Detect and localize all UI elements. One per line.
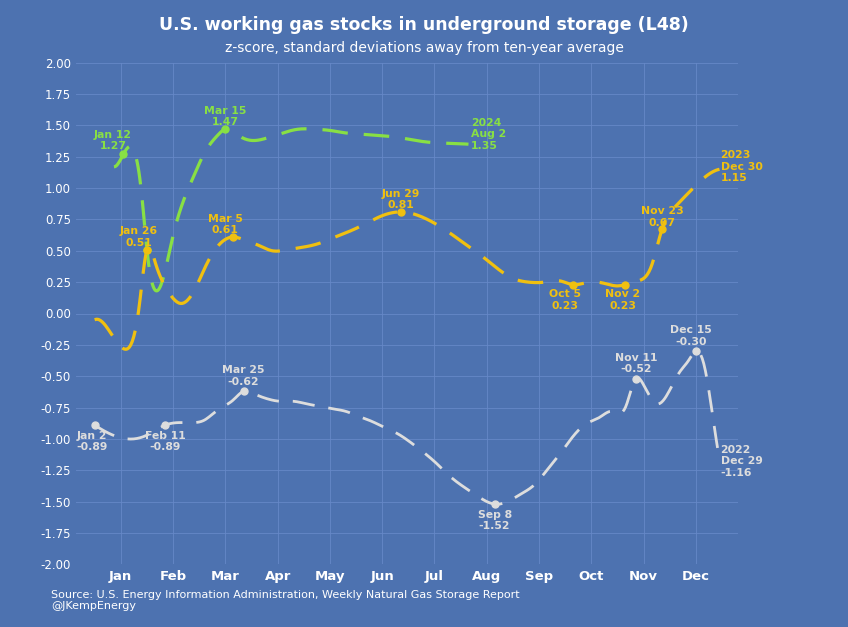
Text: Jun 29
0.81: Jun 29 0.81	[382, 189, 420, 210]
Text: 2023
Dec 30
1.15: 2023 Dec 30 1.15	[721, 150, 762, 183]
Text: Mar 25
-0.62: Mar 25 -0.62	[222, 366, 265, 387]
Text: Mar 15
1.47: Mar 15 1.47	[204, 106, 247, 127]
Text: Nov 2
0.23: Nov 2 0.23	[605, 289, 640, 310]
Text: 2024
Aug 2
1.35: 2024 Aug 2 1.35	[471, 118, 506, 150]
Text: Dec 15
-0.30: Dec 15 -0.30	[670, 325, 711, 347]
Text: Jan 26
0.51: Jan 26 0.51	[120, 226, 158, 248]
Text: Feb 11
-0.89: Feb 11 -0.89	[145, 431, 186, 452]
Text: Jan 12
1.27: Jan 12 1.27	[94, 130, 132, 151]
Text: U.S. working gas stocks in underground storage (L48): U.S. working gas stocks in underground s…	[159, 16, 689, 34]
Text: Nov 23
0.67: Nov 23 0.67	[640, 206, 683, 228]
Text: Source: U.S. Energy Information Administration, Weekly Natural Gas Storage Repor: Source: U.S. Energy Information Administ…	[51, 590, 520, 611]
Text: z-score, standard deviations away from ten-year average: z-score, standard deviations away from t…	[225, 41, 623, 55]
Text: Mar 5
0.61: Mar 5 0.61	[208, 214, 243, 235]
Text: Nov 11
-0.52: Nov 11 -0.52	[615, 353, 657, 374]
Text: Oct 5
0.23: Oct 5 0.23	[550, 289, 581, 310]
Text: Sep 8
-1.52: Sep 8 -1.52	[477, 510, 511, 531]
Text: Jan 2
-0.89: Jan 2 -0.89	[76, 431, 108, 452]
Text: 2022
Dec 29
-1.16: 2022 Dec 29 -1.16	[721, 445, 762, 478]
